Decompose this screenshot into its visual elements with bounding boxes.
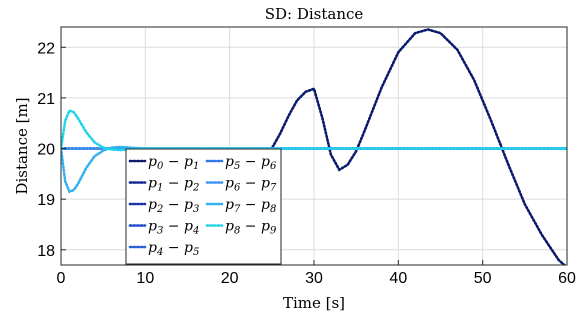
y-axis-label: Distance [m] — [13, 97, 31, 194]
legend-label-5: p5 − p6 — [225, 154, 277, 172]
y-tick-label: 18 — [37, 243, 55, 260]
legend-label-4: p4 − p5 — [148, 240, 199, 258]
x-tick-label: 30 — [305, 270, 323, 287]
x-tick-label: 10 — [136, 270, 154, 287]
y-tick-label: 21 — [37, 91, 55, 108]
legend-label-3: p3 − p4 — [148, 219, 199, 237]
legend-label-1: p1 − p2 — [148, 176, 199, 194]
y-tick-label: 22 — [37, 40, 55, 57]
x-tick-label: 50 — [474, 270, 492, 287]
legend-box — [125, 148, 282, 265]
x-tick-label: 60 — [558, 270, 576, 287]
legend-label-0: p0 − p1 — [148, 154, 199, 172]
axis-ticks: 0 10 20 30 40 50 60 18 19 20 21 22 — [37, 40, 576, 287]
legend-label-2: p2 − p3 — [148, 197, 199, 215]
y-tick-label: 20 — [37, 142, 55, 159]
chart-title: SD: Distance — [265, 5, 364, 23]
legend-label-8: p8 − p9 — [225, 219, 277, 237]
legend-label-7: p7 − p8 — [225, 197, 276, 215]
y-tick-label: 19 — [37, 192, 55, 209]
series-line-0 — [61, 28, 567, 265]
legend: p0 − p1 p1 − p2 p2 − p3 p3 − p4 p4 − p5 p5 − … — [125, 148, 282, 265]
legend-label-6: p6 − p7 — [225, 176, 277, 194]
x-tick-label: 40 — [389, 270, 407, 287]
x-tick-label: 0 — [57, 270, 66, 287]
x-axis-label: Time [s] — [283, 294, 345, 312]
x-tick-label: 20 — [221, 270, 239, 287]
